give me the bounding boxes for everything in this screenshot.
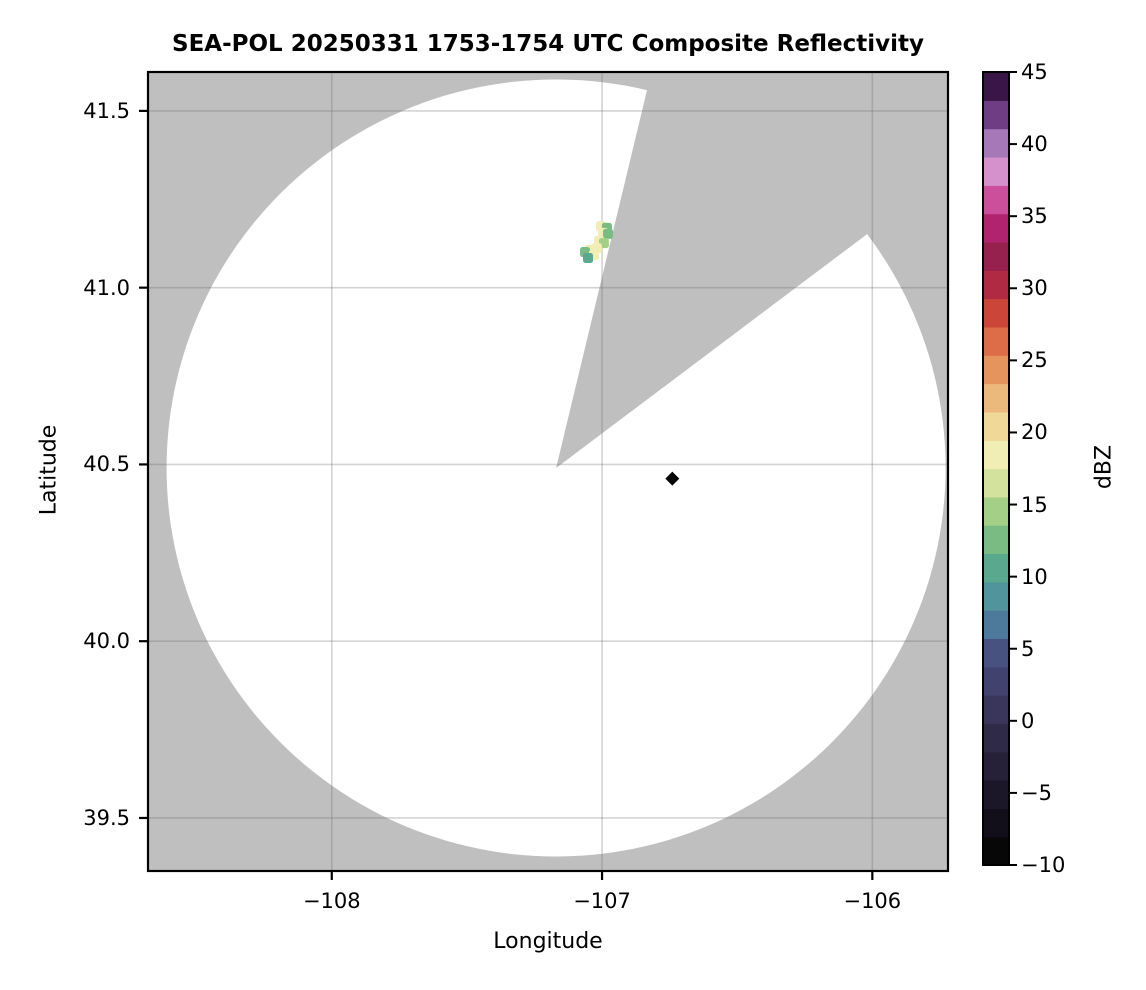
y-tick-label: 41.5	[83, 98, 130, 123]
colorbar-segment	[983, 638, 1009, 668]
colorbar-segment	[983, 72, 1009, 101]
colorbar-segment	[983, 496, 1009, 526]
colorbar-segment	[983, 156, 1009, 186]
colorbar-segment	[983, 468, 1009, 498]
colorbar-segment	[983, 440, 1009, 470]
plot-border	[146, 70, 950, 873]
colorbar-segment	[983, 836, 1009, 866]
colorbar-tick-label: 0	[1021, 708, 1035, 733]
colorbar-segment	[983, 213, 1009, 243]
colorbar-label: dBZ	[1091, 444, 1117, 490]
colorbar-tick-label: 10	[1021, 564, 1048, 589]
colorbar-segment	[983, 581, 1009, 611]
colorbar-segment	[983, 355, 1009, 385]
colorbar-segment	[983, 525, 1009, 555]
y-tick-label: 40.5	[83, 452, 130, 477]
colorbar-segment	[983, 695, 1009, 724]
radar-coverage-area	[166, 79, 946, 857]
colorbar-segment	[983, 610, 1009, 640]
y-tick-label: 40.0	[83, 629, 130, 654]
colorbar-segment	[983, 298, 1009, 328]
colorbar-tick-label: 20	[1021, 420, 1048, 445]
low-reflectivity-point-marker	[665, 471, 680, 486]
chart-title: SEA-POL 20250331 1753-1754 UTC Composite…	[172, 31, 924, 57]
colorbar-segment	[983, 100, 1009, 130]
colorbar-tick-label: −10	[1021, 853, 1066, 877]
colorbar-segment	[983, 808, 1009, 838]
y-tick-label: 39.5	[83, 805, 130, 830]
x-tick-label: −108	[302, 889, 361, 913]
colorbar-tick-label: 30	[1021, 276, 1048, 301]
colorbar-border	[982, 71, 1010, 866]
colorbar-segment	[983, 553, 1009, 583]
x-tick-label: −107	[573, 889, 631, 913]
colorbar-segment	[983, 666, 1009, 696]
x-tick-label: −106	[843, 889, 902, 913]
colorbar-segment	[983, 383, 1009, 413]
colorbar-segment	[983, 241, 1009, 271]
colorbar-tick-label: 45	[1021, 60, 1048, 84]
colorbar-tick-label: 15	[1021, 492, 1048, 517]
y-tick-label: 41.0	[83, 275, 130, 300]
colorbar-segment	[983, 270, 1009, 300]
echo-cell	[603, 228, 613, 239]
colorbar-segment	[983, 326, 1009, 356]
colorbar-tick-label: 35	[1021, 204, 1048, 229]
colorbar-tick-label: 5	[1021, 636, 1035, 661]
colorbar-segment	[983, 185, 1009, 215]
x-axis-label: Longitude	[493, 929, 603, 954]
echo-cell	[583, 253, 593, 263]
colorbar-tick-label: 40	[1021, 132, 1048, 157]
colorbar-segment	[983, 723, 1009, 753]
colorbar-tick-label: 25	[1021, 348, 1048, 373]
colorbar-segment	[983, 128, 1009, 158]
colorbar-segment	[983, 411, 1009, 441]
colorbar-segment	[983, 751, 1009, 781]
colorbar-segment	[983, 780, 1009, 809]
colorbar-tick-label: −5	[1021, 780, 1052, 805]
